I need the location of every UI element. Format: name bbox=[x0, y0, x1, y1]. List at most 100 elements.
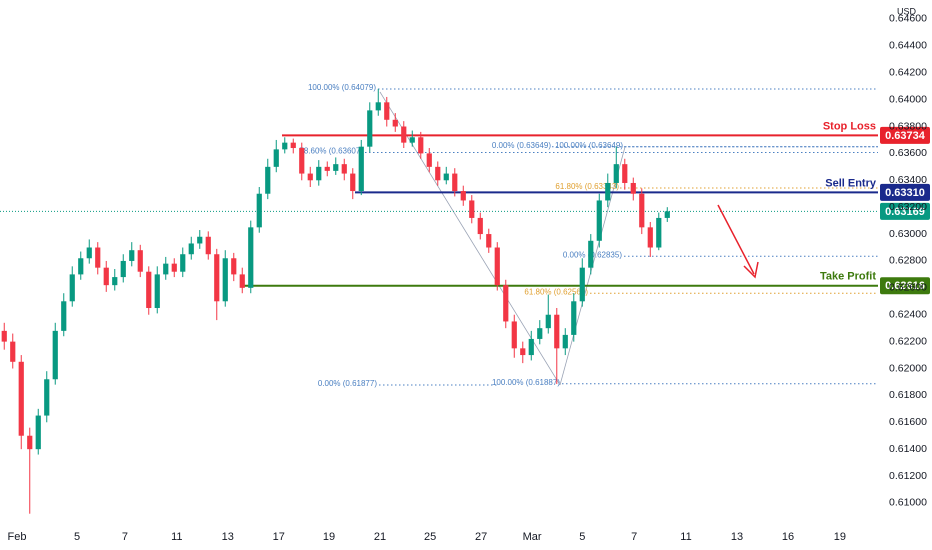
x-tick-label: 19 bbox=[834, 531, 846, 543]
candle-body bbox=[112, 277, 118, 286]
y-tick-label: 0.62800 bbox=[889, 255, 927, 267]
x-tick-label: 27 bbox=[475, 531, 487, 543]
candle-body bbox=[350, 173, 356, 192]
y-tick-label: 0.63800 bbox=[889, 120, 927, 132]
candle-body bbox=[146, 271, 152, 309]
y-tick-label: 0.62000 bbox=[889, 362, 927, 374]
y-tick-label: 0.64400 bbox=[889, 40, 927, 52]
candle-body bbox=[214, 254, 220, 302]
level-label: Take Profit bbox=[820, 271, 876, 283]
candle-body bbox=[469, 200, 475, 218]
fib-level-label: 100.00% (0.61887) bbox=[492, 378, 560, 387]
fib-level-label: 0.00% (0.61877) bbox=[318, 379, 377, 388]
x-tick-label: 21 bbox=[374, 531, 386, 543]
price-tag bbox=[880, 277, 930, 295]
candle-body bbox=[588, 240, 594, 268]
candle-body bbox=[324, 166, 330, 171]
x-tick-label: 5 bbox=[74, 531, 80, 543]
candle-body bbox=[290, 142, 296, 149]
y-tick-label: 0.61200 bbox=[889, 470, 927, 482]
candle-body bbox=[248, 227, 254, 288]
candle-body bbox=[188, 243, 194, 255]
candle-body bbox=[307, 173, 313, 181]
price-tag bbox=[880, 202, 930, 220]
candle-body bbox=[273, 149, 279, 167]
x-tick-label: Feb bbox=[8, 531, 27, 543]
x-tick-label: 11 bbox=[680, 531, 691, 543]
candle-body bbox=[367, 110, 373, 147]
candle-body bbox=[69, 274, 75, 302]
candle-body bbox=[409, 137, 415, 143]
candle-body bbox=[494, 247, 500, 286]
candle-body bbox=[231, 258, 237, 275]
y-tick-label: 0.61800 bbox=[889, 389, 927, 401]
currency-label: USD bbox=[897, 6, 917, 16]
y-tick-label: 0.63400 bbox=[889, 174, 927, 186]
candle-body bbox=[426, 153, 432, 167]
x-tick-label: 7 bbox=[122, 531, 128, 543]
candle-body bbox=[375, 102, 381, 111]
candle-body bbox=[596, 200, 602, 241]
fib-level-label: 100.00% (0.64079) bbox=[308, 83, 376, 92]
price-tag bbox=[880, 126, 930, 144]
level-label: Stop Loss bbox=[823, 120, 876, 132]
fib-level-label: 61.80% (0.62560) bbox=[524, 287, 588, 296]
candle-body bbox=[384, 102, 390, 120]
candle-body bbox=[639, 193, 645, 228]
y-tick-label: 0.62600 bbox=[889, 282, 927, 294]
fib-level-label: 61.80% (0.63343) bbox=[555, 182, 619, 191]
x-tick-label: 11 bbox=[171, 531, 182, 543]
candle-body bbox=[528, 338, 534, 356]
arrow-head bbox=[743, 261, 759, 279]
candle-body bbox=[282, 142, 288, 150]
candle-body bbox=[392, 119, 398, 127]
price-tag-label: 0.62616 bbox=[885, 280, 925, 292]
candle-body bbox=[78, 258, 84, 275]
price-tags: 0.63734 0.63310 0.62616 0.63169 bbox=[880, 126, 930, 295]
candle-body bbox=[605, 182, 611, 201]
candle-body bbox=[554, 314, 560, 349]
candle-body bbox=[452, 173, 458, 192]
candle-body bbox=[120, 260, 126, 278]
y-tick-label: 0.62400 bbox=[889, 309, 927, 321]
fib-level-label: 100.00% (0.63649) bbox=[555, 141, 623, 150]
candle-body bbox=[613, 164, 619, 183]
x-tick-label: Mar bbox=[523, 531, 542, 543]
x-tick-label: 13 bbox=[222, 531, 234, 543]
candle-body bbox=[61, 301, 67, 331]
candle-body bbox=[503, 285, 509, 322]
candle-body bbox=[86, 247, 92, 259]
price-tag-label: 0.63310 bbox=[885, 187, 925, 199]
x-tick-label: 19 bbox=[323, 531, 335, 543]
candle-body bbox=[341, 164, 347, 174]
candle-body bbox=[154, 274, 160, 309]
candle-body bbox=[579, 267, 585, 302]
candle-body bbox=[103, 267, 109, 286]
candle-body bbox=[622, 164, 628, 183]
candle-body bbox=[95, 247, 101, 268]
candle-body bbox=[460, 191, 466, 201]
candle-body bbox=[18, 361, 24, 436]
candle-body bbox=[1, 330, 7, 342]
candle-body bbox=[52, 330, 58, 380]
candle-body bbox=[163, 263, 169, 275]
candle-body bbox=[239, 274, 245, 288]
candle-body bbox=[205, 236, 211, 255]
candle-body bbox=[180, 254, 186, 272]
candle-body bbox=[401, 126, 407, 143]
candle-body bbox=[44, 379, 50, 416]
level-label: Sell Entry bbox=[825, 177, 877, 189]
candle-body bbox=[137, 250, 143, 272]
y-tick-label: 0.63200 bbox=[889, 201, 927, 213]
candle-body bbox=[520, 348, 526, 356]
candle-body bbox=[630, 182, 636, 194]
candle-body bbox=[129, 250, 135, 261]
candle-body bbox=[664, 211, 670, 218]
candle-body bbox=[486, 234, 492, 248]
candle-body bbox=[222, 258, 228, 302]
y-tick-label: 0.64000 bbox=[889, 93, 927, 105]
x-tick-label: 16 bbox=[782, 531, 794, 543]
candle-body bbox=[562, 334, 568, 349]
y-tick-label: 0.61000 bbox=[889, 497, 927, 509]
candle-body bbox=[333, 164, 339, 171]
